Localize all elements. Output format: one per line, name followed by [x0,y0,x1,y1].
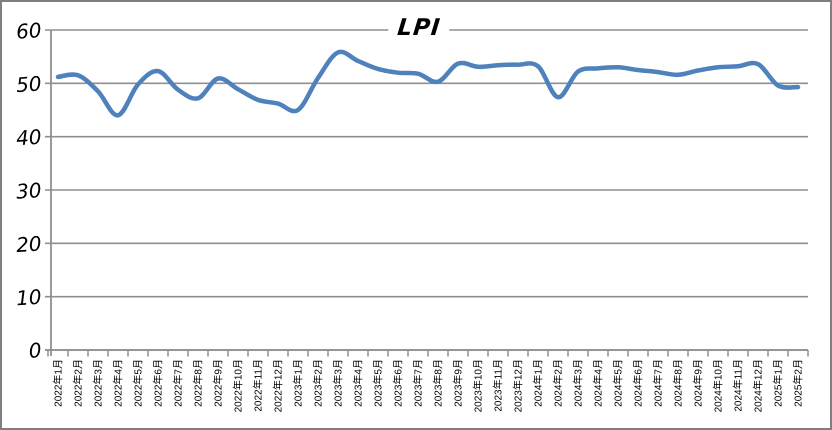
x-axis-tick-label: 2024年1月 [532,359,545,407]
x-axis-tick-label: 2022年10月 [232,359,245,412]
x-axis-tick-label: 2022年7月 [172,359,185,407]
x-axis-tick-label: 2022年12月 [272,359,285,412]
y-axis-tick-label: 0 [28,338,42,363]
x-axis-tick-label: 2022年1月 [52,359,65,407]
x-axis-tick-label: 2024年7月 [652,359,665,407]
y-axis-tick-label: 50 [15,71,42,97]
y-axis-tick-label: 40 [15,125,42,151]
x-axis-tick-label: 2024年3月 [572,359,585,407]
x-axis-tick-label: 2023年2月 [312,359,325,407]
x-axis-tick-label: 2023年3月 [332,359,345,407]
x-axis-tick-label: 2022年8月 [192,359,205,407]
x-axis-tick-label: 2024年9月 [692,359,705,407]
x-axis-tick-label: 2023年1月 [292,359,305,407]
x-axis-tick-label: 2022年3月 [92,359,105,407]
x-axis-tick-label: 2024年5月 [612,359,625,407]
x-axis-tick-label: 2022年2月 [72,359,85,407]
series-line-lpi [55,49,801,118]
x-axis-tick-label: 2022年11月 [252,359,265,412]
x-axis-tick-label: 2022年9月 [212,359,225,407]
x-axis-tick-label: 2022年5月 [132,359,145,407]
x-axis-tick-label: 2025年2月 [792,359,805,407]
x-axis-tick-label: 2024年2月 [552,359,565,407]
x-axis-tick-label: 2024年10月 [712,359,725,412]
x-axis-tick-label: 2022年4月 [112,359,125,407]
x-axis-tick-label: 2024年4月 [592,359,605,407]
x-axis-tick-label: 2023年4月 [352,359,365,407]
x-axis-tick-label: 2024年8月 [672,359,685,407]
x-axis-tick-label: 2025年1月 [772,359,785,407]
y-axis-tick-label: 10 [15,285,42,311]
x-axis-tick-label: 2024年11月 [732,359,745,412]
y-axis-tick-label: 60 [15,18,42,44]
x-axis-tick-label: 2023年11月 [492,359,505,412]
x-axis-tick-label: 2023年8月 [432,359,445,407]
x-axis-tick-label: 2022年6月 [152,359,165,407]
x-axis-tick-label: 2023年6月 [392,359,405,407]
y-axis-tick-label: 30 [15,178,42,204]
x-axis-tick-label: 2023年12月 [512,359,525,412]
y-axis-tick-label: 20 [15,231,42,257]
x-axis-tick-label: 2023年9月 [452,359,465,407]
chart-title: LPI [387,15,451,42]
x-axis-tick-label: 2024年12月 [752,359,765,412]
x-axis-tick-label: 2024年6月 [632,359,645,407]
x-axis-tick-label: 2023年7月 [412,359,425,407]
x-axis-tick-label: 2023年10月 [472,359,485,412]
x-axis-tick-label: 2023年5月 [372,359,385,407]
